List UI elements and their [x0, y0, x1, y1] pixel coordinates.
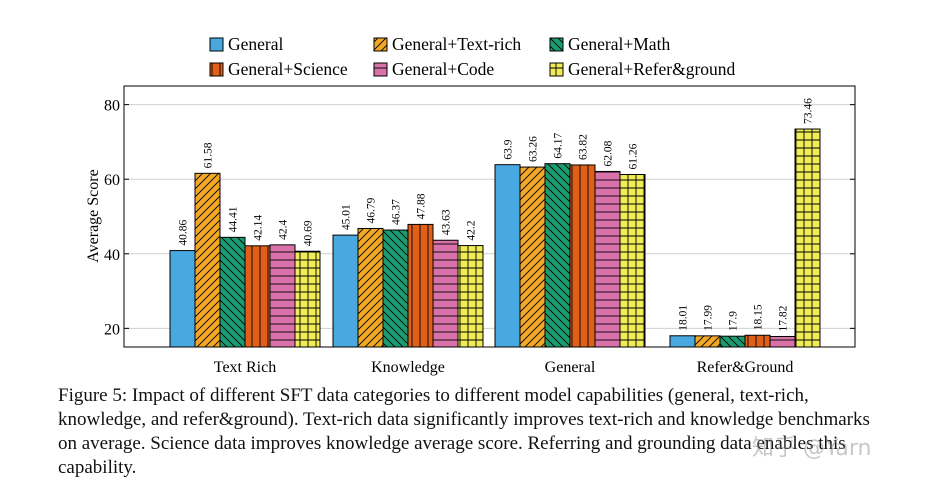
bar-value-label: 43.63 [441, 209, 453, 235]
bar-value-label: 42.14 [253, 215, 265, 241]
bar [719, 335, 746, 348]
bar [269, 244, 296, 348]
bar-value-label: 73.46 [803, 98, 815, 124]
bar [169, 250, 196, 348]
bar-value-label: 40.86 [178, 219, 190, 245]
bar [769, 335, 796, 348]
y-tick-label: 80 [104, 98, 120, 115]
bar-value-label: 46.79 [366, 197, 378, 223]
bar [219, 236, 246, 348]
legend-swatch [373, 62, 388, 77]
plot-area-frame [123, 85, 856, 348]
bar [244, 245, 271, 348]
bar-value-label: 64.17 [553, 133, 565, 159]
bar-value-label: 17.99 [703, 305, 715, 331]
bar-value-label: 62.08 [603, 140, 615, 166]
bar-value-label: 42.2 [466, 220, 478, 240]
bar-value-label: 63.9 [503, 139, 515, 159]
bar-value-label: 18.15 [753, 304, 765, 330]
bar [294, 250, 321, 348]
bar [457, 245, 484, 348]
bar [694, 335, 721, 348]
bar [569, 164, 596, 348]
bar-value-label: 63.82 [578, 134, 590, 160]
figure-caption: Figure 5: Impact of different SFT data c… [58, 385, 870, 478]
bar-value-label: 61.58 [203, 142, 215, 168]
bar-value-label: 40.69 [303, 220, 315, 246]
bar-value-label: 61.26 [628, 143, 640, 169]
bar [432, 239, 459, 348]
legend: General General+Text-rich General+Math Gene… [209, 34, 736, 79]
bar-value-label: 42.4 [278, 219, 290, 239]
bar-value-label: 45.01 [341, 204, 353, 230]
legend-label: General+Science [228, 59, 348, 79]
legend-label: General [228, 34, 284, 54]
bar-value-label: 44.41 [228, 206, 240, 232]
bar-chart: General General+Text-rich General+Math Gene… [85, 34, 856, 376]
bar-value-labels: 40.86 61.58 44.41 42.14 42.4 40.69 45.01 46.79 4… [178, 98, 815, 332]
y-axis: 20 40 60 80 [104, 98, 855, 338]
bar [407, 223, 434, 348]
bar [494, 164, 521, 348]
legend-label: General+Math [568, 34, 670, 54]
bar-value-label: 17.9 [728, 311, 740, 331]
legend-label: General+Text-rich [392, 34, 521, 54]
bar [619, 174, 646, 348]
bar [194, 172, 221, 348]
bar-value-label: 47.88 [416, 193, 428, 219]
bar-value-label: 46.37 [391, 199, 403, 225]
x-tick-label: Knowledge [371, 359, 445, 376]
watermark: 知乎 @Yarn [752, 436, 872, 461]
bar [744, 334, 771, 348]
legend-swatch [549, 62, 564, 77]
legend-swatch [209, 62, 224, 77]
legend-swatch [209, 37, 224, 52]
bars [169, 128, 821, 348]
bar-value-label: 18.01 [678, 305, 690, 331]
bar [669, 335, 696, 348]
x-axis: Text Rich Knowledge General Refer&Ground [214, 342, 794, 376]
x-tick-label: Text Rich [214, 359, 276, 376]
bar-value-label: 63.26 [528, 136, 540, 162]
bar [382, 229, 409, 348]
x-tick-label: General [545, 359, 596, 376]
y-tick-label: 60 [104, 172, 120, 189]
legend-swatch [373, 37, 388, 52]
bar [794, 128, 821, 348]
y-tick-label: 20 [104, 321, 120, 338]
legend-swatch [549, 37, 564, 52]
bar-value-label: 17.82 [778, 305, 790, 331]
y-tick-label: 40 [104, 247, 120, 264]
y-axis-label: Average Score [85, 169, 102, 262]
legend-label: General+Refer&ground [568, 59, 736, 79]
bar [594, 170, 621, 348]
x-tick-label: Refer&Ground [697, 359, 794, 376]
legend-label: General+Code [392, 59, 494, 79]
bar [332, 234, 359, 348]
bar [519, 166, 546, 348]
bar [357, 227, 384, 348]
bar [544, 163, 571, 348]
